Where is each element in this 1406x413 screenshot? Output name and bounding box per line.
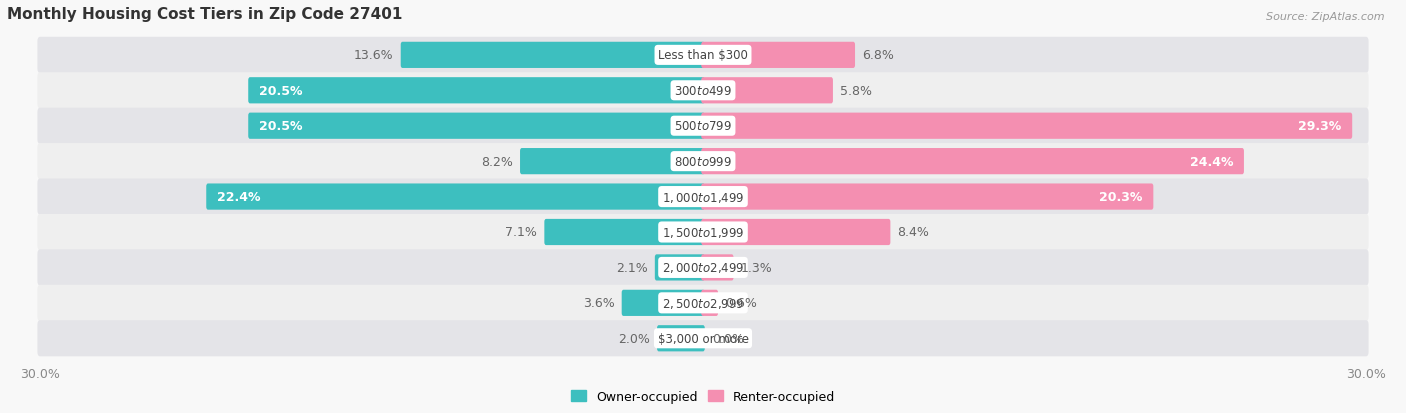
Text: $300 to $499: $300 to $499 [673, 85, 733, 97]
Text: 3.6%: 3.6% [583, 297, 614, 310]
Text: Less than $300: Less than $300 [658, 49, 748, 62]
FancyBboxPatch shape [249, 113, 704, 140]
Text: $2,000 to $2,499: $2,000 to $2,499 [662, 261, 744, 275]
FancyBboxPatch shape [38, 285, 1368, 321]
Text: 22.4%: 22.4% [217, 191, 260, 204]
FancyBboxPatch shape [702, 113, 1353, 140]
Text: $2,500 to $2,999: $2,500 to $2,999 [662, 296, 744, 310]
Text: Monthly Housing Cost Tiers in Zip Code 27401: Monthly Housing Cost Tiers in Zip Code 2… [7, 7, 402, 22]
Text: 7.1%: 7.1% [505, 226, 537, 239]
FancyBboxPatch shape [401, 43, 704, 69]
Text: 6.8%: 6.8% [862, 49, 894, 62]
Text: 2.0%: 2.0% [619, 332, 650, 345]
FancyBboxPatch shape [702, 290, 718, 316]
FancyBboxPatch shape [38, 250, 1368, 286]
FancyBboxPatch shape [520, 149, 704, 175]
Text: 0.6%: 0.6% [725, 297, 756, 310]
FancyBboxPatch shape [655, 255, 704, 281]
Text: 20.5%: 20.5% [259, 85, 302, 97]
Text: 20.3%: 20.3% [1099, 191, 1143, 204]
Text: $500 to $799: $500 to $799 [673, 120, 733, 133]
Text: 8.2%: 8.2% [481, 155, 513, 168]
Legend: Owner-occupied, Renter-occupied: Owner-occupied, Renter-occupied [567, 385, 839, 408]
Text: 5.8%: 5.8% [839, 85, 872, 97]
FancyBboxPatch shape [544, 219, 704, 245]
FancyBboxPatch shape [702, 255, 734, 281]
FancyBboxPatch shape [702, 43, 855, 69]
FancyBboxPatch shape [702, 219, 890, 245]
FancyBboxPatch shape [657, 325, 704, 351]
Text: 0.0%: 0.0% [711, 332, 744, 345]
FancyBboxPatch shape [621, 290, 704, 316]
FancyBboxPatch shape [38, 179, 1368, 215]
Text: 29.3%: 29.3% [1298, 120, 1341, 133]
FancyBboxPatch shape [702, 184, 1153, 210]
FancyBboxPatch shape [702, 78, 832, 104]
Text: Source: ZipAtlas.com: Source: ZipAtlas.com [1267, 12, 1385, 22]
FancyBboxPatch shape [38, 144, 1368, 180]
Text: $1,000 to $1,499: $1,000 to $1,499 [662, 190, 744, 204]
FancyBboxPatch shape [702, 149, 1244, 175]
FancyBboxPatch shape [38, 108, 1368, 145]
FancyBboxPatch shape [249, 78, 704, 104]
FancyBboxPatch shape [207, 184, 704, 210]
Text: 2.1%: 2.1% [616, 261, 648, 274]
Text: $800 to $999: $800 to $999 [673, 155, 733, 168]
Text: 13.6%: 13.6% [354, 49, 394, 62]
FancyBboxPatch shape [38, 38, 1368, 74]
FancyBboxPatch shape [38, 320, 1368, 356]
FancyBboxPatch shape [38, 214, 1368, 250]
Text: $3,000 or more: $3,000 or more [658, 332, 748, 345]
FancyBboxPatch shape [38, 73, 1368, 109]
Text: $1,500 to $1,999: $1,500 to $1,999 [662, 225, 744, 240]
Text: 20.5%: 20.5% [259, 120, 302, 133]
Text: 8.4%: 8.4% [897, 226, 929, 239]
Text: 24.4%: 24.4% [1189, 155, 1233, 168]
Text: 1.3%: 1.3% [741, 261, 772, 274]
